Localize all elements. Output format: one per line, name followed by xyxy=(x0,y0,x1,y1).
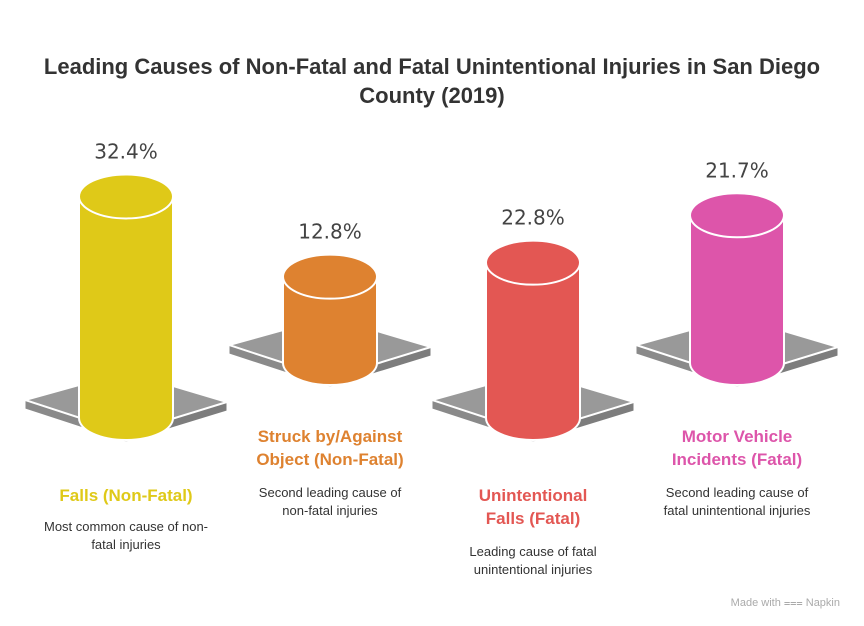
cylinder-top xyxy=(282,253,378,300)
chart-title: Leading Causes of Non-Fatal and Fatal Un… xyxy=(43,54,821,108)
cylinder-bar xyxy=(485,261,581,441)
category-description: Second leading cause of non-fatal injuri… xyxy=(258,485,402,518)
category-label: Motor Vehicle Incidents (Fatal) xyxy=(671,427,803,469)
cylinder-top xyxy=(485,239,581,286)
cylinder-bar xyxy=(282,275,378,386)
category-description: Most common cause of non-fatal injuries xyxy=(43,519,209,552)
value-label: 22.8% xyxy=(501,206,565,230)
category-description: Second leading cause of fatal unintentio… xyxy=(663,485,811,518)
cylinder-top xyxy=(689,192,785,239)
category-label: Struck by/Against Object (Non-Fatal) xyxy=(256,427,404,469)
value-label: 12.8% xyxy=(298,220,362,244)
category-label: Unintentional Falls (Fatal) xyxy=(478,486,588,528)
cylinder-top xyxy=(78,173,174,220)
value-label: 32.4% xyxy=(94,139,158,163)
category-description: Leading cause of fatal unintentional inj… xyxy=(469,544,597,577)
category-label: Falls (Non-Fatal) xyxy=(59,486,193,505)
value-label: 21.7% xyxy=(705,158,769,182)
napkin-credit: Made with ⩶ Napkin xyxy=(730,597,840,609)
cylinder-bar xyxy=(689,214,785,386)
cylinder-bar xyxy=(78,195,174,441)
